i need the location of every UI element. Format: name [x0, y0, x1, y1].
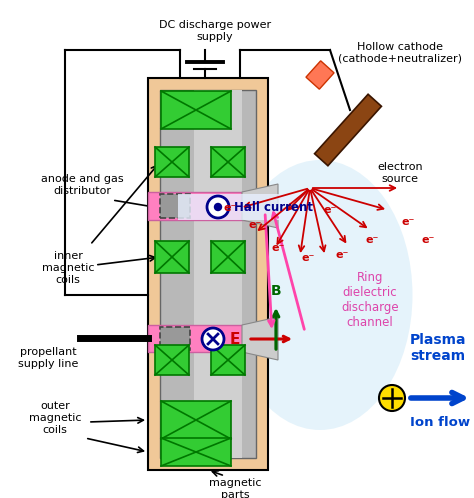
Bar: [161, 91, 231, 129]
Bar: [211, 147, 245, 177]
Bar: [160, 194, 190, 218]
Polygon shape: [242, 184, 278, 228]
Bar: [161, 438, 231, 466]
Text: E: E: [230, 332, 240, 347]
Text: e⁻: e⁻: [365, 235, 379, 245]
Text: electron
source: electron source: [377, 162, 423, 184]
Polygon shape: [242, 317, 278, 360]
Text: e⁻: e⁻: [223, 203, 237, 213]
Text: e⁻: e⁻: [335, 250, 349, 260]
Text: outer
magnetic
coils: outer magnetic coils: [29, 401, 81, 435]
Text: propellant
supply line: propellant supply line: [18, 347, 78, 369]
Bar: [155, 147, 189, 177]
Text: e⁻: e⁻: [301, 253, 315, 263]
Bar: [194, 90, 242, 458]
Text: e⁻: e⁻: [421, 235, 435, 245]
Bar: [211, 345, 245, 375]
Text: inner
magnetic
coils: inner magnetic coils: [42, 251, 94, 284]
Bar: [160, 90, 256, 458]
Text: Hollow cathode
(cathode+neutralizer): Hollow cathode (cathode+neutralizer): [338, 42, 462, 64]
Text: magnetic
parts: magnetic parts: [209, 478, 261, 498]
Circle shape: [215, 204, 221, 211]
Text: Ion flow: Ion flow: [410, 416, 470, 429]
Bar: [161, 401, 231, 439]
Bar: [148, 325, 268, 352]
Bar: [160, 327, 190, 350]
Circle shape: [379, 385, 405, 411]
Text: B: B: [271, 284, 281, 298]
Bar: [155, 241, 189, 273]
Text: e⁻: e⁻: [401, 217, 415, 227]
Polygon shape: [315, 94, 382, 166]
Bar: [148, 192, 268, 220]
Text: DC discharge power
supply: DC discharge power supply: [159, 20, 271, 42]
Text: Hall current: Hall current: [234, 201, 313, 214]
Text: Plasma
stream: Plasma stream: [410, 333, 466, 363]
Polygon shape: [306, 61, 334, 89]
Text: e⁻: e⁻: [323, 205, 337, 215]
Text: e⁻: e⁻: [271, 243, 285, 253]
Ellipse shape: [228, 160, 412, 430]
Bar: [178, 194, 318, 220]
Circle shape: [202, 328, 224, 350]
Text: anode and gas
distributor: anode and gas distributor: [41, 174, 123, 196]
Bar: [148, 78, 268, 470]
Bar: [155, 345, 189, 375]
Circle shape: [207, 196, 229, 218]
Text: Ring
dielectric
discharge
channel: Ring dielectric discharge channel: [341, 271, 399, 329]
Text: e⁻: e⁻: [248, 220, 262, 230]
Bar: [211, 241, 245, 273]
